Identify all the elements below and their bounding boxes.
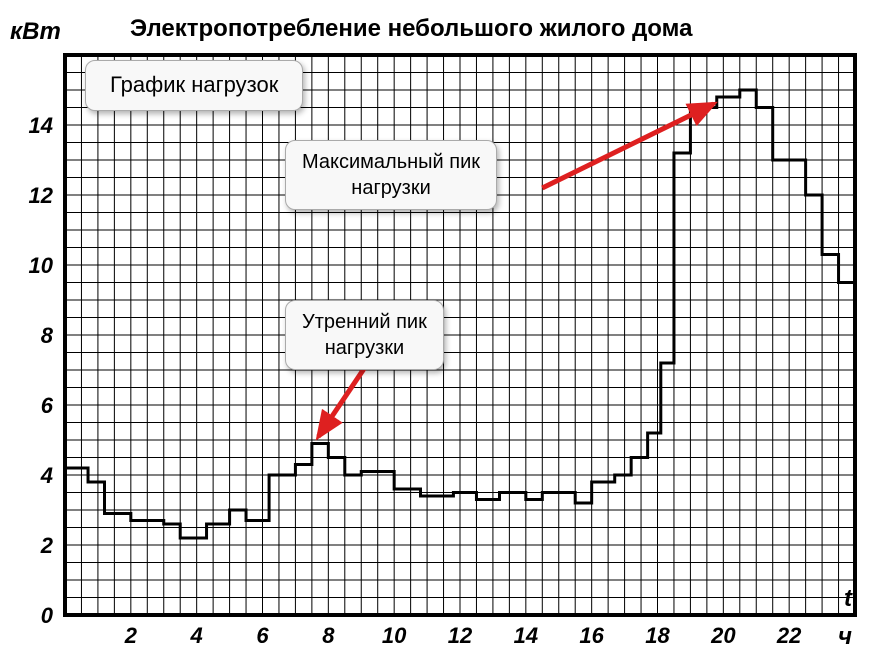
- svg-text:22: 22: [776, 623, 802, 648]
- legend-callout: График нагрузок: [85, 60, 303, 111]
- chart-title: Электропотребление небольшого жилого дом…: [130, 15, 692, 43]
- x-axis-label-h: ч: [838, 623, 852, 651]
- svg-text:6: 6: [41, 393, 54, 418]
- morning-peak-callout: Утренний пикнагрузки: [285, 300, 444, 370]
- svg-text:18: 18: [645, 623, 670, 648]
- svg-text:12: 12: [448, 623, 473, 648]
- svg-text:12: 12: [29, 183, 54, 208]
- svg-text:14: 14: [29, 113, 53, 138]
- svg-text:6: 6: [256, 623, 269, 648]
- svg-text:20: 20: [710, 623, 736, 648]
- x-axis-label-t: t: [844, 585, 852, 613]
- svg-text:10: 10: [382, 623, 407, 648]
- svg-text:4: 4: [190, 623, 203, 648]
- svg-text:8: 8: [322, 623, 335, 648]
- y-axis-label: кВт: [10, 18, 61, 46]
- svg-text:16: 16: [579, 623, 604, 648]
- svg-text:2: 2: [124, 623, 138, 648]
- svg-text:10: 10: [29, 253, 54, 278]
- svg-text:4: 4: [40, 463, 53, 488]
- svg-text:0: 0: [41, 603, 54, 628]
- svg-text:8: 8: [41, 323, 54, 348]
- max-peak-callout: Максимальный пикнагрузки: [285, 140, 497, 210]
- svg-text:2: 2: [40, 533, 54, 558]
- svg-text:14: 14: [514, 623, 538, 648]
- chart-container: кВт Электропотребление небольшого жилого…: [10, 10, 867, 656]
